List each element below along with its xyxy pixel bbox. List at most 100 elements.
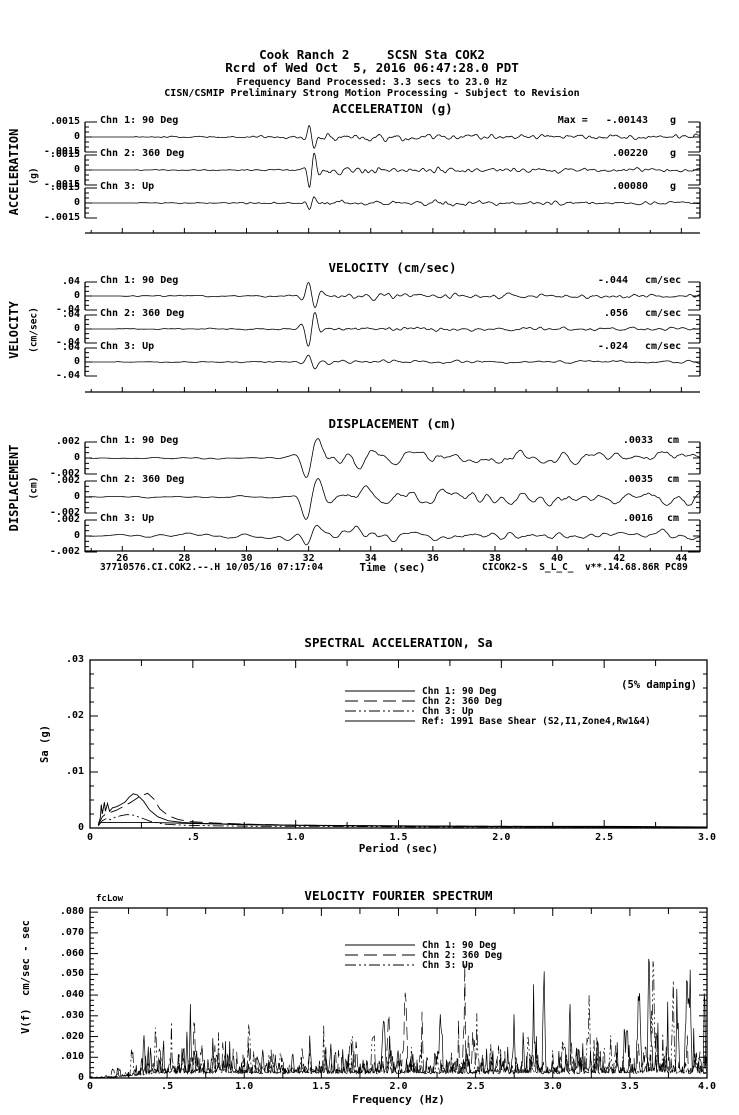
channel-label: Chn 1: 90 Deg bbox=[100, 275, 179, 286]
sa-x-tick-label: 1.0 bbox=[286, 832, 305, 843]
fourier-y-tick-label: .020 bbox=[59, 1030, 84, 1042]
y-tick-label: 0 bbox=[73, 356, 80, 367]
max-value-label: .0016 bbox=[622, 513, 653, 524]
y-tick-label: .002 bbox=[55, 436, 80, 447]
sa-damping-note: (5% damping) bbox=[621, 679, 697, 691]
max-value-label: .00080 bbox=[611, 181, 648, 192]
channel-label: Chn 3: Up bbox=[100, 341, 155, 352]
header-record-line: Rcrd of Wed Oct 5, 2016 06:47:28.0 PDT bbox=[225, 60, 519, 75]
trace-velocity-chn3 bbox=[85, 354, 701, 370]
fourier-x-tick-label: 3.0 bbox=[543, 1081, 562, 1092]
sa-y-tick-label: 0 bbox=[77, 822, 84, 833]
y-tick-label: -.04 bbox=[55, 337, 80, 348]
fourier-y-tick-label: .070 bbox=[59, 926, 84, 938]
sa-x-tick-label: 3.0 bbox=[697, 832, 717, 843]
sa-curve-3 bbox=[97, 814, 708, 828]
fourier-x-tick-label: 1.0 bbox=[235, 1081, 254, 1092]
sa-y-tick-label: .01 bbox=[65, 766, 84, 777]
acceleration-title: ACCELERATION (g) bbox=[332, 101, 453, 116]
max-unit-label: g bbox=[670, 115, 677, 126]
max-unit-label: cm bbox=[667, 435, 680, 446]
fourier-title: VELOCITY FOURIER SPECTRUM bbox=[304, 888, 493, 903]
trace-displacement-chn3 bbox=[85, 524, 701, 546]
time-tick-label: 42 bbox=[613, 553, 626, 564]
sa-x-tick-label: 2.5 bbox=[595, 832, 614, 843]
sa-x-axis-label: Period (sec) bbox=[358, 842, 439, 855]
fourier-x-axis-label: Frequency (Hz) bbox=[352, 1093, 445, 1106]
fourier-y-tick-label: 0 bbox=[77, 1072, 84, 1083]
sa-y-tick-label: .03 bbox=[65, 654, 84, 665]
fourier-y-tick-label: .060 bbox=[59, 947, 84, 959]
y-tick-label: -.04 bbox=[55, 304, 80, 315]
fourier-x-tick-label: 4.0 bbox=[697, 1081, 717, 1092]
fourier-y-tick-label: .050 bbox=[59, 968, 84, 980]
y-tick-label: 0 bbox=[73, 530, 80, 541]
fourier-y-tick-label: .030 bbox=[59, 1009, 84, 1021]
time-tick-label: 36 bbox=[426, 553, 439, 564]
displacement-axis-label: DISPLACEMENT bbox=[7, 444, 21, 532]
max-unit-label: g bbox=[670, 181, 677, 192]
fourier-fclow-marker: fcLow bbox=[96, 894, 124, 904]
y-tick-label: 0 bbox=[73, 491, 80, 502]
fourier-trace-chn2 bbox=[90, 963, 708, 1079]
time-tick-label: 32 bbox=[302, 553, 315, 564]
header-station-line: Cook Ranch 2 SCSN Sta COK2 bbox=[259, 47, 485, 62]
time-tick-label: 28 bbox=[178, 553, 191, 564]
y-tick-label: .0015 bbox=[49, 149, 80, 160]
time-tick-label: 34 bbox=[364, 553, 377, 564]
y-tick-label: -.002 bbox=[49, 468, 80, 479]
y-tick-label: .002 bbox=[55, 475, 80, 486]
trace-velocity-chn2 bbox=[85, 312, 701, 347]
sa-legend-label: Ref: 1991 Base Shear (S2,I1,Zone4,Rw1&4) bbox=[422, 716, 651, 727]
trace-acceleration-chn2 bbox=[85, 152, 701, 188]
time-tick-label: 44 bbox=[675, 553, 688, 564]
fourier-legend-label: Chn 3: Up bbox=[422, 960, 474, 971]
header-disclaimer: CISN/CSMIP Preliminary Strong Motion Pro… bbox=[164, 88, 580, 99]
y-tick-label: 0 bbox=[73, 164, 80, 175]
fourier-x-tick-label: 2.0 bbox=[389, 1081, 408, 1092]
fourier-trace-chn3 bbox=[89, 961, 708, 1079]
time-tick-label: 30 bbox=[240, 553, 253, 564]
y-tick-label: 0 bbox=[73, 131, 80, 142]
trace-displacement-chn1 bbox=[84, 438, 701, 478]
fourier-trace-chn1 bbox=[90, 958, 708, 1079]
max-value-label: -.044 bbox=[597, 275, 628, 286]
y-tick-label: -.04 bbox=[55, 370, 80, 381]
max-unit-label: g bbox=[670, 148, 677, 159]
y-tick-label: .002 bbox=[55, 514, 80, 525]
fourier-x-tick-label: .5 bbox=[161, 1081, 174, 1092]
sa-x-tick-label: .5 bbox=[186, 832, 199, 843]
channel-label: Chn 2: 360 Deg bbox=[100, 474, 185, 485]
fourier-y-tick-label: .080 bbox=[59, 906, 84, 918]
fourier-y-tick-label: .040 bbox=[59, 989, 84, 1001]
max-unit-label: cm/sec bbox=[645, 308, 682, 319]
fourier-x-tick-label: 2.5 bbox=[466, 1081, 485, 1092]
channel-label: Chn 2: 360 Deg bbox=[100, 308, 185, 319]
header-band-line: Frequency Band Processed: 3.3 secs to 23… bbox=[236, 77, 508, 88]
max-value-label: .056 bbox=[603, 308, 628, 319]
fourier-legend-label: Chn 2: 360 Deg bbox=[422, 950, 503, 961]
fourier-x-tick-label: 1.5 bbox=[312, 1081, 331, 1092]
channel-label: Chn 3: Up bbox=[100, 513, 155, 524]
trace-displacement-chn2 bbox=[85, 478, 701, 520]
trace-acceleration-chn1 bbox=[85, 124, 701, 149]
sa-x-tick-label: 2.0 bbox=[492, 832, 511, 843]
time-tick-label: 26 bbox=[116, 553, 129, 564]
time-axis-label: Time (sec) bbox=[359, 561, 426, 574]
sa-curve-1 bbox=[97, 793, 707, 828]
y-tick-label: -.002 bbox=[49, 546, 80, 557]
y-tick-label: 0 bbox=[73, 290, 80, 301]
max-value-label: .00220 bbox=[611, 148, 648, 159]
y-tick-label: -.0015 bbox=[43, 179, 80, 190]
fourier-legend-label: Chn 1: 90 Deg bbox=[422, 940, 497, 951]
sa-curve-2 bbox=[97, 792, 707, 828]
trace-velocity-chn1 bbox=[85, 281, 701, 308]
fourier-y-axis-label: V(f) cm/sec - sec bbox=[19, 920, 32, 1034]
sa-legend-label: Chn 3: Up bbox=[422, 706, 474, 717]
y-tick-label: .0015 bbox=[49, 182, 80, 193]
y-tick-label: 0 bbox=[73, 197, 80, 208]
max-value-label: .0033 bbox=[622, 435, 653, 446]
sa-curve-4 bbox=[100, 821, 708, 828]
time-tick-label: 40 bbox=[551, 553, 564, 564]
